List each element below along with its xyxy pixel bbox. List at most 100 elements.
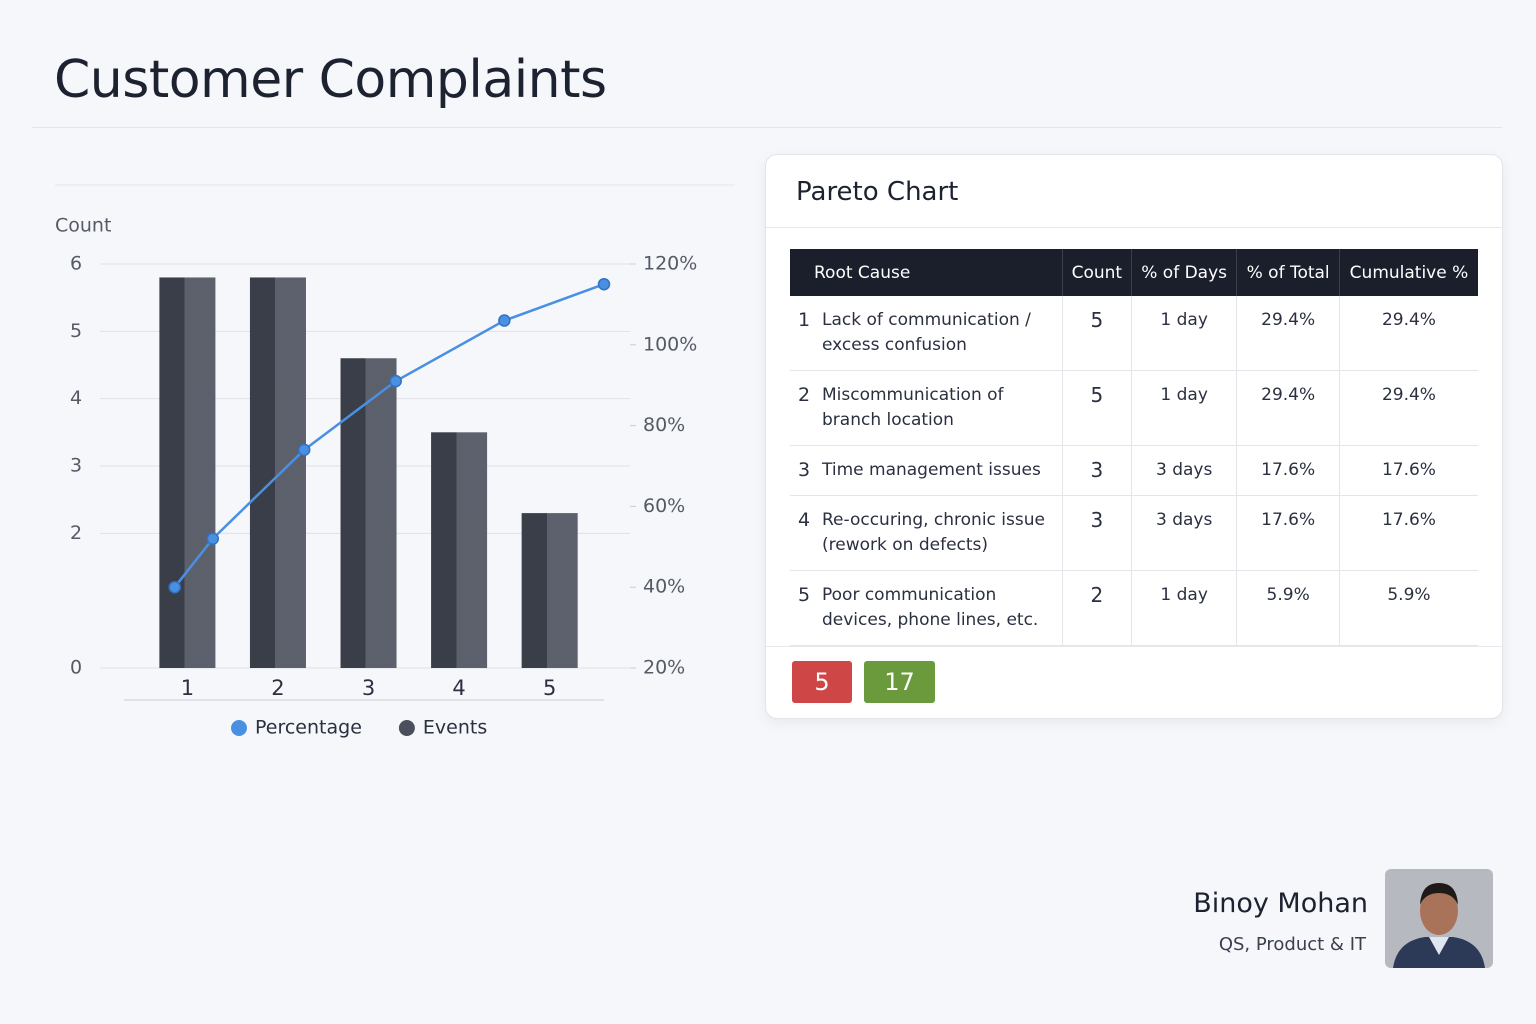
bar-shade	[521, 513, 578, 668]
bar	[521, 513, 578, 668]
table-cell: 5.9%	[1338, 570, 1478, 646]
y-tick-label: 6	[70, 253, 82, 275]
table-cell: 17.6%	[1338, 445, 1478, 496]
divider	[766, 227, 1502, 228]
table-cell: 29.4%	[1236, 296, 1340, 371]
table-row: 5 Poor communication devices, phone lines…	[790, 570, 1478, 646]
bar	[249, 277, 306, 668]
root-cause: Miscommunication of branch location	[822, 385, 1004, 430]
bar	[340, 358, 397, 668]
line-point	[206, 532, 220, 545]
table-body: 1 Lack of communication / excess confusio…	[790, 296, 1478, 646]
table-cell: 29.4%	[1338, 296, 1478, 371]
legend-marker	[398, 720, 415, 736]
table-cell: 3 days	[1130, 495, 1237, 571]
table-cell: 5	[1061, 296, 1132, 371]
y-tick-label: 0	[70, 657, 82, 679]
y2-tick-label: 80%	[643, 414, 685, 436]
root-cause: Re-occuring, chronic issue (rework on de…	[822, 510, 1045, 555]
root-cause-cell: 5 Poor communication devices, phone lines…	[790, 570, 1063, 646]
row-number: 3	[798, 459, 811, 481]
table-cell: 17.6%	[1338, 495, 1478, 571]
chart: Count 0 2 3 4 5 6 20% 40% 60% 80% 100% 120% 1 2 3 4 5 Per…	[55, 184, 735, 739]
root-cause-cell: 1 Lack of communication / excess confusio…	[790, 296, 1063, 371]
table-cell: 1 day	[1130, 570, 1237, 646]
table-cell: 2	[1061, 570, 1132, 646]
page-title: Customer Complaints	[54, 50, 607, 110]
table-row: 3 Time management issues 3 3 days 17.6% 17.6%	[790, 445, 1478, 496]
column-header: Count	[1061, 249, 1132, 296]
root-cause: Time management issues	[822, 460, 1041, 480]
row-number: 4	[798, 509, 811, 531]
root-cause-cell: 3 Time management issues	[790, 445, 1063, 496]
table-cell: 29.4%	[1236, 370, 1340, 446]
line-point	[498, 314, 511, 327]
table-cell: 17.6%	[1236, 445, 1340, 496]
table-cell: 1 day	[1130, 296, 1237, 371]
table-cell: 29.4%	[1338, 370, 1478, 446]
line-point	[168, 580, 181, 594]
row-number: 1	[798, 309, 811, 331]
table-cell: 3 days	[1130, 445, 1237, 496]
y-tick-label: 4	[70, 387, 82, 409]
column-header: Root Cause	[790, 249, 1063, 296]
root-cause-cell: 4 Re-occuring, chronic issue (rework on d…	[790, 495, 1063, 571]
table-cell: 1 day	[1130, 370, 1237, 446]
y-tick-label: 3	[70, 455, 82, 477]
table-cell: 5.9%	[1236, 570, 1340, 646]
card-title: Pareto Chart	[796, 177, 959, 207]
y-tick-label: 2	[70, 522, 82, 544]
badge: 5	[792, 661, 852, 703]
y2-tick-label: 60%	[643, 495, 685, 517]
column-header: % of Total	[1236, 249, 1340, 296]
bar	[431, 432, 488, 668]
badge: 17	[864, 661, 935, 703]
x-tick-label: 4	[452, 676, 465, 700]
x-tick-label: 5	[543, 676, 556, 700]
column-header: % of Days	[1130, 249, 1237, 296]
table-cell: 3	[1061, 495, 1132, 571]
line	[173, 283, 605, 588]
pareto-table: Root Cause Count% of Days% of Total Cumula…	[790, 249, 1478, 646]
table-cell: 3	[1061, 445, 1132, 496]
pareto-card: Pareto Chart Root Cause Count% of Days% o…	[765, 154, 1503, 719]
divider	[766, 646, 1502, 647]
root-cause: Lack of communication / excess confusion	[822, 310, 1031, 355]
row-number: 2	[798, 384, 811, 406]
table-row: 4 Re-occuring, chronic issue (rework on d…	[790, 495, 1478, 571]
bar-shade	[340, 358, 397, 668]
y2-tick-label: 40%	[643, 576, 685, 598]
root-cause-cell: 2 Miscommunication of branch location	[790, 370, 1063, 446]
author-name: Binoy Mohan	[1193, 888, 1368, 919]
y2-tick-label: 20%	[643, 657, 685, 679]
table-row: 1 Lack of communication / excess confusio…	[790, 296, 1478, 371]
x-tick-label: 3	[362, 676, 375, 700]
divider	[32, 127, 1502, 128]
author-photo	[1385, 869, 1493, 968]
y-axis-label: Count	[55, 215, 111, 237]
y2-tick-label: 100%	[643, 333, 697, 355]
table-row: 2 Miscommunication of branch location 5 1 d…	[790, 370, 1478, 446]
bar	[159, 277, 216, 668]
line-point	[297, 443, 311, 457]
bar-shade	[159, 277, 216, 668]
root-cause: Poor communication devices, phone lines,…	[822, 585, 1039, 630]
row-number: 5	[798, 584, 811, 606]
legend-label: Percentage	[255, 717, 362, 739]
legend-label: Events	[423, 717, 487, 739]
author-role: QS, Product & IT	[1218, 934, 1366, 955]
line-point	[389, 374, 402, 388]
table-cell: 17.6%	[1236, 495, 1340, 571]
y2-tick-label: 120%	[643, 253, 697, 275]
y-tick-label: 5	[70, 320, 82, 342]
header-row: Root Cause Count% of Days% of Total Cumula…	[790, 249, 1478, 296]
table-cell: 5	[1061, 370, 1132, 446]
bar-shade	[249, 277, 306, 668]
column-header: Cumulative %	[1338, 249, 1478, 296]
x-tick-label: 1	[181, 676, 194, 700]
line-point	[597, 277, 611, 291]
x-tick-label: 2	[271, 676, 284, 700]
bar-shade	[431, 432, 488, 668]
legend-marker	[231, 720, 247, 736]
